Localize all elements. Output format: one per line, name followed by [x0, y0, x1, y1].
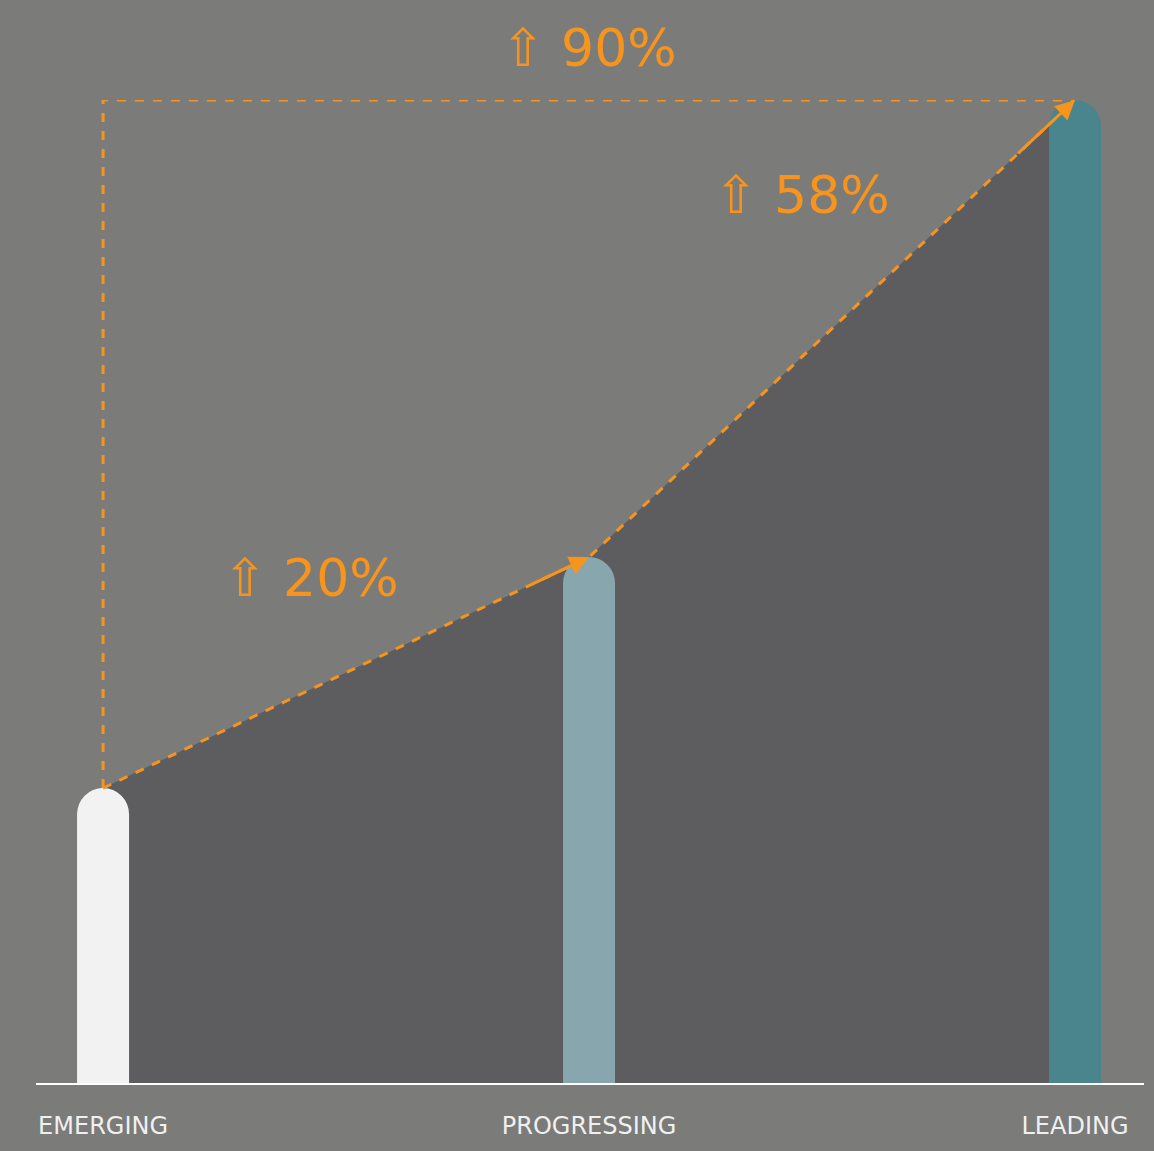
svg-text:LEADING: LEADING: [1021, 1112, 1128, 1140]
svg-text:EMERGING: EMERGING: [38, 1112, 168, 1140]
svg-text:PROGRESSING: PROGRESSING: [502, 1112, 677, 1140]
svg-text:⇧ 20%: ⇧ 20%: [223, 548, 399, 608]
svg-text:⇧ 90%: ⇧ 90%: [501, 18, 677, 78]
svg-text:⇧ 58%: ⇧ 58%: [714, 165, 890, 225]
